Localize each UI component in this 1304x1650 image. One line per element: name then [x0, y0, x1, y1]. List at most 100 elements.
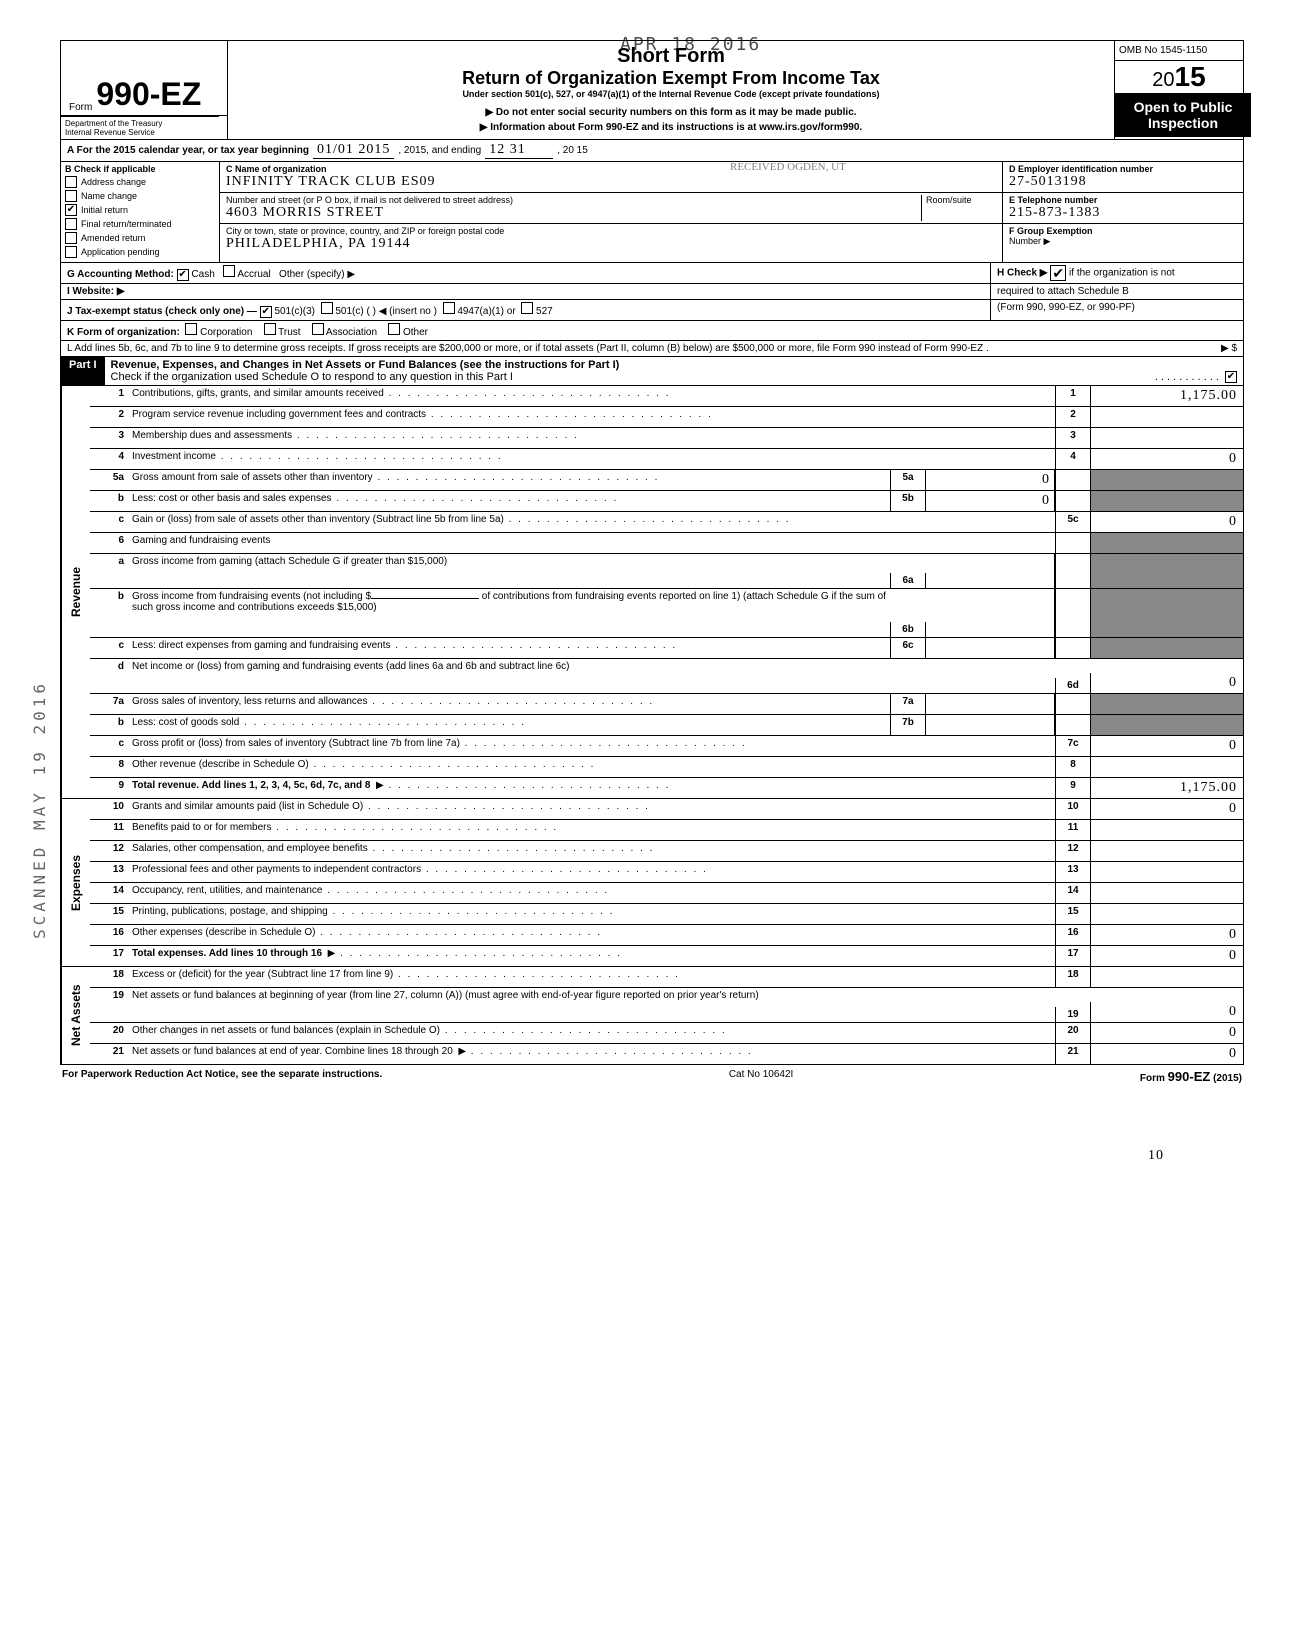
footer: For Paperwork Reduction Act Notice, see … — [60, 1065, 1244, 1088]
chk-app[interactable] — [65, 246, 77, 258]
chk-amended[interactable] — [65, 232, 77, 244]
org-city: PHILADELPHIA, PA 19144 — [226, 236, 996, 252]
subtitle: Under section 501(c), 527, or 4947(a)(1)… — [236, 89, 1106, 99]
line9-text: Total revenue. Add lines 1, 2, 3, 4, 5c,… — [128, 778, 1055, 798]
chk-corp[interactable] — [185, 323, 197, 335]
org-addr: 4603 MORRIS STREET — [226, 205, 921, 221]
a-label: A For the 2015 calendar year, or tax yea… — [67, 145, 309, 156]
i-label: I Website: ▶ — [67, 286, 125, 297]
omb-number: OMB No 1545-1150 — [1115, 41, 1243, 61]
chk-final[interactable] — [65, 218, 77, 230]
k-other: Other — [403, 327, 428, 338]
line15-val — [1090, 904, 1243, 924]
j-501c3: 501(c)(3) — [274, 306, 315, 317]
h-label: H Check ▶ — [997, 268, 1047, 279]
j-501c: 501(c) ( — [335, 306, 369, 317]
line5a-val: 0 — [926, 470, 1055, 490]
room-suite-label: Room/suite — [921, 195, 996, 221]
line6-text: Gaming and fundraising events — [128, 533, 1055, 553]
g-cash: Cash — [191, 269, 214, 280]
col-c: C Name of organization INFINITY TRACK CL… — [220, 162, 1002, 262]
b-title: B Check if applicable — [65, 164, 215, 174]
g-label: G Accounting Method: — [67, 269, 174, 280]
org-name: INFINITY TRACK CLUB ES09 — [226, 174, 996, 190]
k-corp: Corporation — [200, 327, 252, 338]
chk-accrual[interactable] — [223, 265, 235, 277]
phone: 215-873-1383 — [1009, 205, 1237, 221]
f-number-label: Number ▶ — [1009, 236, 1237, 247]
block-bcdef: B Check if applicable Address change Nam… — [60, 162, 1244, 263]
chk-address[interactable] — [65, 176, 77, 188]
warn-ssn: Do not enter social security numbers on … — [236, 105, 1106, 120]
form-number: 990-EZ — [96, 76, 201, 113]
row-k: K Form of organization: Corporation Trus… — [60, 321, 1244, 341]
f-label: F Group Exemption — [1009, 226, 1237, 236]
line14-text: Occupancy, rent, utilities, and maintena… — [128, 883, 1055, 903]
part1-label: Part I — [61, 357, 105, 385]
footer-right: Form 990-EZ (2015) — [1140, 1069, 1242, 1084]
chk-initial[interactable]: ✔ — [65, 204, 77, 216]
line3-val — [1090, 428, 1243, 448]
tax-year: 2015 — [1115, 61, 1243, 93]
line5b-text: Less: cost or other basis and sales expe… — [128, 491, 890, 511]
line18-val — [1090, 967, 1243, 987]
j-4947: 4947(a)(1) or — [457, 306, 515, 317]
line11-val — [1090, 820, 1243, 840]
line5c-text: Gain or (loss) from sale of assets other… — [128, 512, 1055, 532]
line6c-text: Less: direct expenses from gaming and fu… — [128, 638, 890, 658]
b-amend: Amended return — [81, 233, 146, 243]
g-accrual: Accrual — [237, 269, 270, 280]
chk-other[interactable] — [388, 323, 400, 335]
col-def: D Employer identification number 27-5013… — [1002, 162, 1243, 262]
line2-val — [1090, 407, 1243, 427]
line19-val: 0 — [1090, 1002, 1243, 1022]
chk-527[interactable] — [521, 302, 533, 314]
chk-part1[interactable]: ✔ — [1225, 371, 1237, 383]
line15-text: Printing, publications, postage, and shi… — [128, 904, 1055, 924]
city-label: City or town, state or province, country… — [226, 226, 996, 236]
received-stamp: RECEIVED OGDEN, UT — [730, 160, 846, 174]
footer-mid: Cat No 10642I — [729, 1069, 794, 1084]
open-inspection: Open to Public Inspection — [1115, 93, 1251, 137]
k-trust: Trust — [278, 327, 300, 338]
a-end-label: , 20 15 — [557, 145, 588, 156]
line5c-val: 0 — [1090, 512, 1243, 532]
chk-4947[interactable] — [443, 302, 455, 314]
row-j: J Tax-exempt status (check only one) — ✔… — [60, 300, 1244, 321]
line7c-val: 0 — [1090, 736, 1243, 756]
row-a: A For the 2015 calendar year, or tax yea… — [60, 140, 1244, 162]
addr-label: Number and street (or P O box, if mail i… — [226, 195, 921, 205]
chk-trust[interactable] — [264, 323, 276, 335]
page-mark: 10 — [60, 1148, 1244, 1164]
h-text3: (Form 990, 990-EZ, or 990-PF) — [991, 300, 1243, 320]
chk-501c[interactable] — [321, 302, 333, 314]
chk-name[interactable] — [65, 190, 77, 202]
dept-treasury: Department of the Treasury — [65, 119, 215, 128]
row-i: I Website: ▶ required to attach Schedule… — [60, 284, 1244, 300]
line4-val: 0 — [1090, 449, 1243, 469]
line20-text: Other changes in net assets or fund bala… — [128, 1023, 1055, 1043]
line21-val: 0 — [1090, 1044, 1243, 1064]
form-prefix: Form — [69, 102, 92, 113]
ein: 27-5013198 — [1009, 174, 1237, 190]
b-init: Initial return — [81, 205, 128, 215]
line4-text: Investment income — [128, 449, 1055, 469]
chk-501c3[interactable]: ✔ — [260, 306, 272, 318]
chk-cash[interactable]: ✔ — [177, 269, 189, 281]
col-b: B Check if applicable Address change Nam… — [61, 162, 220, 262]
chk-assoc[interactable] — [312, 323, 324, 335]
e-label: E Telephone number — [1009, 195, 1237, 205]
g-other: Other (specify) ▶ — [279, 269, 355, 280]
line10-val: 0 — [1090, 799, 1243, 819]
part1-title: Revenue, Expenses, and Changes in Net As… — [111, 359, 1237, 371]
row-gh: G Accounting Method: ✔ Cash Accrual Othe… — [60, 263, 1244, 284]
chk-h[interactable]: ✔ — [1050, 265, 1066, 281]
line8-text: Other revenue (describe in Schedule O) — [128, 757, 1055, 777]
expenses-section: Expenses 10Grants and similar amounts pa… — [60, 799, 1244, 967]
warn-info: Information about Form 990-EZ and its in… — [236, 120, 1106, 135]
l-arrow: ▶ $ — [1097, 343, 1237, 354]
part1-check-text: Check if the organization used Schedule … — [111, 371, 1155, 383]
line1-val: 1,175.00 — [1090, 386, 1243, 406]
line1-text: Contributions, gifts, grants, and simila… — [128, 386, 1055, 406]
l-text: L Add lines 5b, 6c, and 7b to line 9 to … — [67, 343, 1097, 354]
